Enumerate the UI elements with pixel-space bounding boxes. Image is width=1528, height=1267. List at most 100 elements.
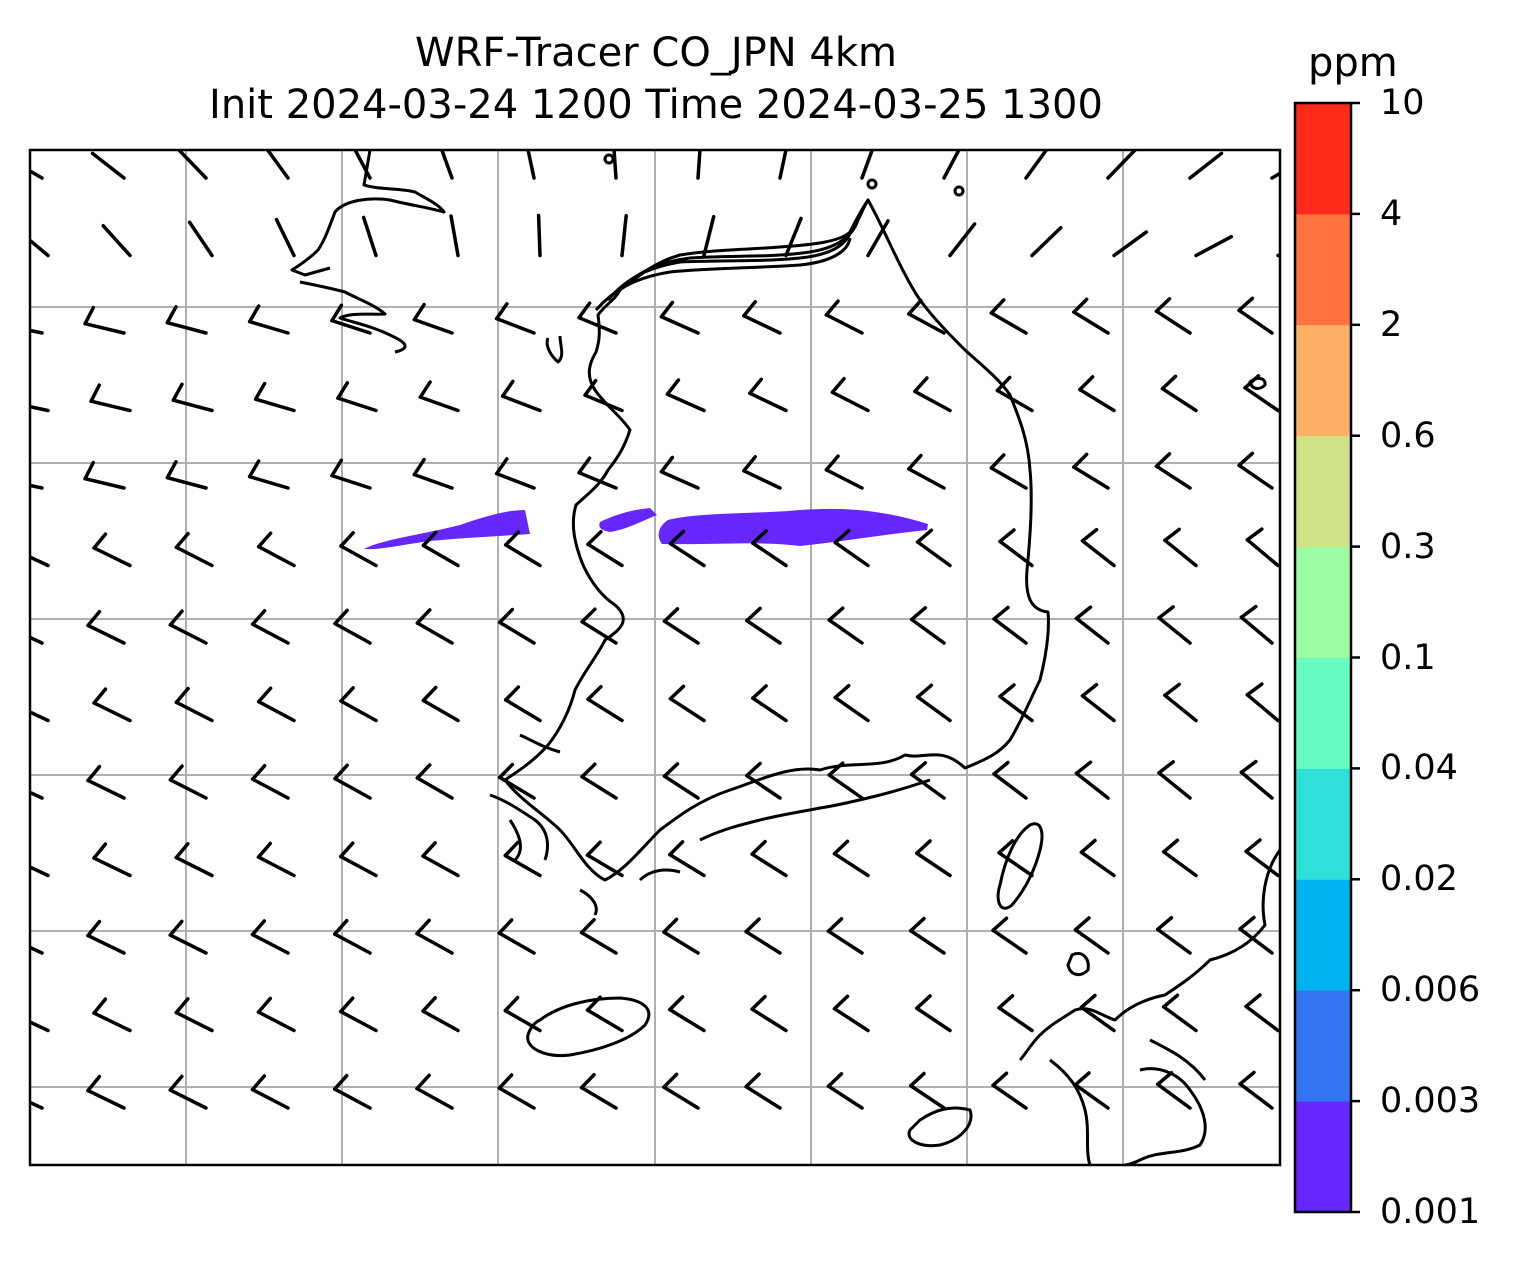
colorbar-tick-label: 0.001 bbox=[1380, 1192, 1481, 1232]
wind-barb bbox=[187, 220, 214, 258]
wind-barb bbox=[1074, 760, 1110, 800]
wind-barb bbox=[336, 381, 378, 413]
wind-barb bbox=[497, 1073, 536, 1110]
wind-barb bbox=[165, 460, 208, 490]
wind-barb bbox=[30, 328, 44, 335]
wind-barb bbox=[998, 528, 1034, 568]
wind-barb bbox=[1074, 605, 1110, 645]
small-island bbox=[603, 153, 615, 165]
colorbar-tick-label: 0.02 bbox=[1380, 859, 1458, 900]
wind-barb bbox=[742, 455, 782, 490]
colorbar-segment bbox=[1295, 213, 1351, 326]
wind-barb bbox=[668, 529, 706, 568]
wind-barb bbox=[503, 530, 542, 568]
wind-barb bbox=[250, 608, 290, 645]
colorbar-unit-label: ppm bbox=[1308, 40, 1398, 86]
wind-barb bbox=[989, 453, 1028, 490]
wind-barb bbox=[744, 1072, 782, 1110]
wind-barb bbox=[174, 531, 214, 568]
wind-barb bbox=[665, 378, 706, 413]
wind-barb bbox=[256, 841, 296, 878]
wind-barb bbox=[1238, 1070, 1274, 1110]
wind-barb bbox=[449, 214, 460, 258]
wind-barb bbox=[253, 381, 296, 413]
wind-barb bbox=[30, 945, 44, 955]
wind-barb bbox=[168, 1074, 208, 1110]
wind-barb bbox=[620, 213, 628, 258]
colorbar-segment bbox=[1295, 324, 1351, 437]
wind-barb bbox=[30, 865, 50, 878]
wind-barb bbox=[503, 840, 542, 878]
wind-barb bbox=[997, 839, 1034, 878]
colorbar-tick-label: 0.006 bbox=[1380, 970, 1481, 1011]
wind-barb bbox=[90, 151, 126, 180]
wind-barb bbox=[907, 453, 946, 490]
wind-barb bbox=[1155, 1070, 1192, 1110]
wind-barb bbox=[1239, 759, 1274, 800]
wind-barb bbox=[339, 531, 378, 568]
wind-barb bbox=[330, 303, 372, 335]
plume-east bbox=[658, 508, 928, 546]
colorbar-segment bbox=[1295, 657, 1351, 769]
wind-barb bbox=[1237, 451, 1274, 490]
wind-barb bbox=[744, 917, 782, 955]
wind-barb bbox=[992, 760, 1028, 800]
wind-barb bbox=[168, 764, 208, 800]
wind-barb bbox=[577, 301, 618, 335]
wind-barb bbox=[1239, 604, 1274, 645]
wind-barb bbox=[1163, 527, 1198, 568]
wind-barb bbox=[1244, 838, 1280, 878]
wind-barb bbox=[86, 919, 126, 955]
wind-barb bbox=[662, 762, 700, 800]
wind-barb bbox=[1073, 1071, 1110, 1110]
wind-barb bbox=[751, 529, 788, 568]
wind-barb bbox=[30, 555, 50, 568]
wind-barb bbox=[174, 842, 214, 878]
colorbar-segment bbox=[1295, 103, 1351, 215]
wind-barb bbox=[176, 150, 208, 180]
wind-barb bbox=[30, 169, 44, 180]
iki-island bbox=[1066, 952, 1090, 977]
wind-barb bbox=[659, 300, 700, 335]
wind-barb bbox=[833, 528, 870, 568]
small-island bbox=[953, 185, 965, 197]
wind-barb bbox=[907, 298, 946, 335]
colorbar-segment bbox=[1295, 990, 1351, 1102]
colorbar-tick-label: 2 bbox=[1380, 304, 1403, 345]
wind-barb bbox=[915, 683, 952, 723]
map-frame bbox=[28, 148, 1282, 1167]
wind-barb bbox=[751, 684, 788, 723]
wind-barb bbox=[1079, 838, 1116, 878]
wind-barb bbox=[168, 609, 208, 645]
wind-barb bbox=[579, 1072, 618, 1110]
wind-barb bbox=[745, 761, 782, 800]
wind-barb bbox=[92, 532, 132, 568]
colorbar-tick-label: 0.1 bbox=[1380, 637, 1436, 678]
wind-barb bbox=[1163, 682, 1198, 723]
wind-barb bbox=[1161, 993, 1198, 1033]
wind-barb bbox=[353, 150, 372, 180]
wind-barb bbox=[1080, 682, 1116, 723]
wind-barb bbox=[748, 377, 788, 413]
wind-barb bbox=[583, 378, 624, 413]
wind-barb bbox=[659, 455, 700, 490]
wind-barb bbox=[332, 918, 372, 955]
wind-barb bbox=[1155, 915, 1192, 955]
wind-barb bbox=[991, 916, 1028, 955]
wind-barb bbox=[1073, 916, 1110, 955]
korea-china-border bbox=[594, 199, 870, 311]
wind-barb bbox=[415, 608, 454, 645]
wind-barb bbox=[832, 994, 870, 1033]
wind-barb bbox=[421, 996, 460, 1033]
colorbar-segment bbox=[1295, 879, 1351, 991]
wind-barb bbox=[585, 995, 624, 1033]
co-tracer-plume bbox=[364, 508, 928, 550]
wind-barb bbox=[913, 376, 952, 413]
map-title: WRF-Tracer CO_JPN 4km bbox=[415, 30, 897, 76]
wind-barb bbox=[702, 214, 716, 258]
wind-barbs bbox=[30, 150, 1280, 1110]
wind-barb bbox=[909, 1071, 946, 1110]
wind-barb bbox=[497, 607, 536, 645]
wind-barb bbox=[101, 224, 132, 258]
wind-barb bbox=[915, 839, 952, 878]
